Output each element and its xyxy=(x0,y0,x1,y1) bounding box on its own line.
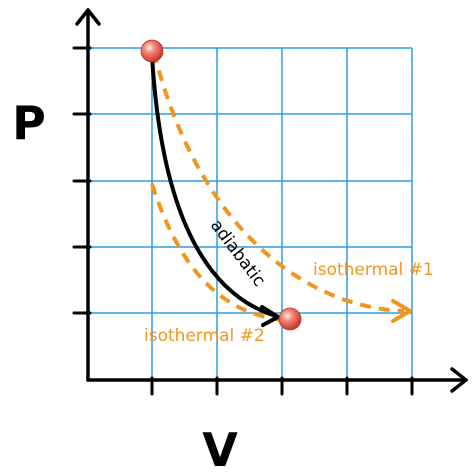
final-state-point xyxy=(278,307,302,331)
isothermal-1-arrowhead xyxy=(391,299,412,323)
x-axis-arrowhead xyxy=(450,367,468,393)
x-axis-label: V xyxy=(202,423,238,474)
isothermal-2-label: isothermal #2 xyxy=(144,326,265,346)
y-axis-arrowhead xyxy=(75,8,101,26)
axes xyxy=(72,8,468,396)
isothermal-1-label: isothermal #1 xyxy=(313,260,434,280)
initial-state-point xyxy=(140,39,164,63)
adiabatic-arrowhead xyxy=(260,305,280,327)
y-axis-label: P xyxy=(12,96,46,150)
adiabatic-curve xyxy=(150,55,277,318)
isothermal-1-curve xyxy=(152,51,405,313)
isothermal-2-curve xyxy=(150,183,283,322)
